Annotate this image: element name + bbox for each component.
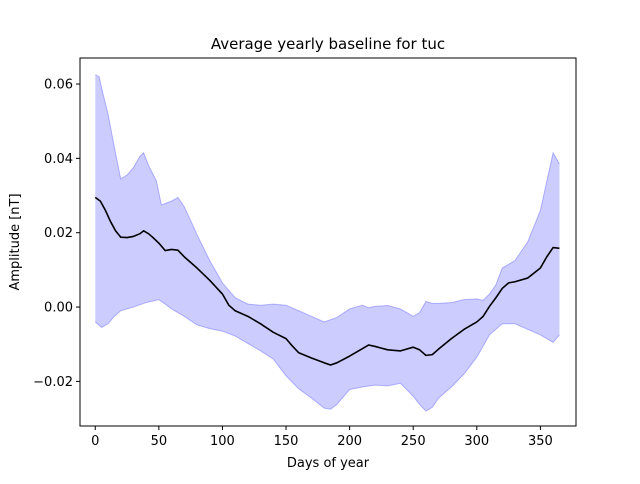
- y-tick-label: 0.00: [44, 301, 73, 316]
- y-tick-label: 0.06: [44, 78, 73, 93]
- plot-area: [94, 74, 560, 412]
- y-tick-label: −0.02: [33, 375, 73, 390]
- x-axis: 0 50 100 150 200 250 300 350: [91, 426, 553, 449]
- lower-bound-line: [94, 299, 560, 412]
- x-tick-label: 250: [401, 434, 426, 449]
- confidence-band: [95, 74, 560, 412]
- x-tick-label: 0: [91, 434, 99, 449]
- x-tick-label: 200: [337, 434, 362, 449]
- x-tick-label: 50: [151, 434, 168, 449]
- mean-baseline-line: [94, 196, 560, 366]
- y-tick-label: 0.04: [44, 152, 73, 167]
- x-tick-label: 300: [464, 434, 489, 449]
- x-tick-label: 150: [274, 434, 299, 449]
- y-axis-label: Amplitude [nT]: [8, 193, 23, 290]
- chart-title: Average yearly baseline for tuc: [211, 35, 445, 53]
- x-axis-label: Days of year: [287, 456, 370, 471]
- y-tick-label: 0.02: [44, 226, 73, 241]
- x-tick-label: 350: [528, 434, 553, 449]
- y-axis: −0.02 0.00 0.02 0.04 0.06: [33, 78, 80, 390]
- upper-bound-line: [95, 74, 560, 323]
- x-tick-label: 100: [210, 434, 235, 449]
- plot-frame: [79, 57, 577, 427]
